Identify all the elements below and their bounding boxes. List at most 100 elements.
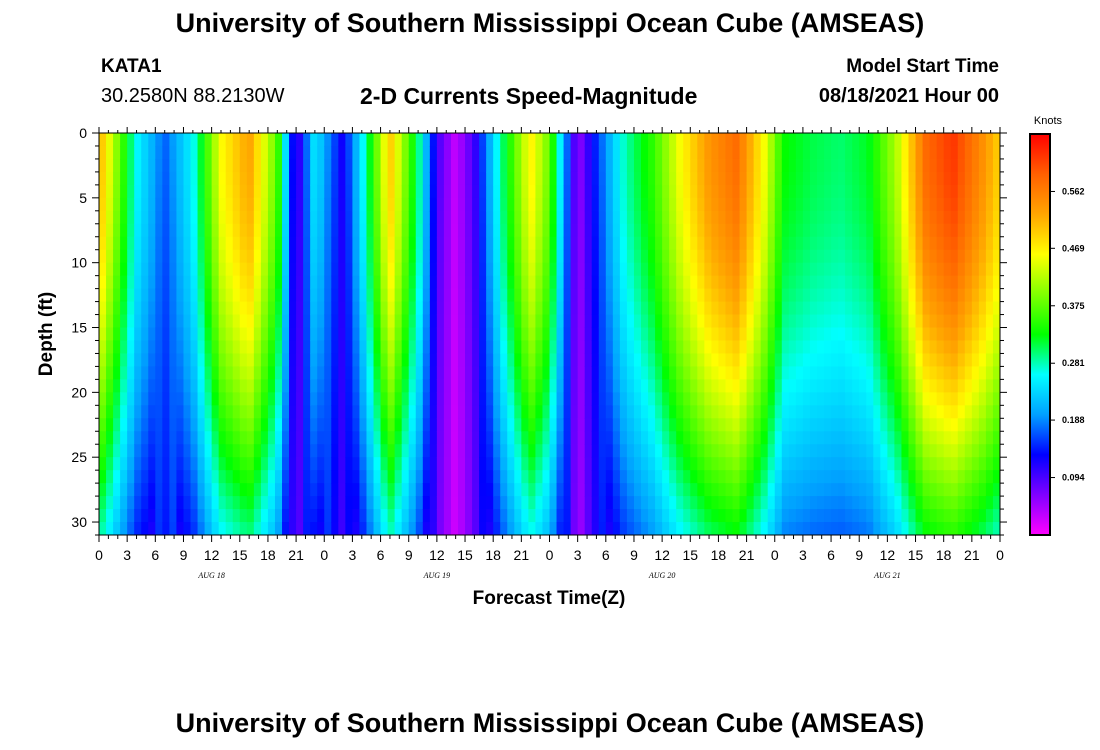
heatmap-cell xyxy=(303,496,311,510)
heatmap-cell xyxy=(964,197,973,212)
heatmap-cell xyxy=(711,145,720,160)
heatmap-cell xyxy=(289,262,297,277)
heatmap-cell xyxy=(317,288,325,303)
heatmap-cell xyxy=(732,366,741,380)
heatmap-cell xyxy=(274,470,283,484)
heatmap-cell xyxy=(950,431,959,445)
heatmap-cell xyxy=(345,314,354,329)
heatmap-cell xyxy=(549,457,558,471)
heatmap-cell xyxy=(549,353,558,368)
heatmap-cell xyxy=(662,327,670,342)
heatmap-cell xyxy=(732,288,741,303)
heatmap-cell xyxy=(641,262,649,277)
heatmap-cell xyxy=(317,405,325,419)
heatmap-cell xyxy=(535,444,544,458)
heatmap-cell xyxy=(317,340,325,355)
heatmap-cell xyxy=(908,496,917,510)
heatmap-cell xyxy=(753,210,762,225)
heatmap-cell xyxy=(781,197,790,212)
heatmap-cell xyxy=(978,418,987,432)
heatmap-cell xyxy=(626,145,635,160)
heatmap-cell xyxy=(894,184,903,199)
heatmap-cell xyxy=(148,223,156,238)
heatmap-cell xyxy=(929,444,938,458)
heatmap-cell xyxy=(443,145,452,160)
heatmap-cell xyxy=(964,236,973,251)
heatmap-cell xyxy=(662,379,670,393)
heatmap-cell xyxy=(324,158,332,173)
heatmap-cell xyxy=(366,522,375,535)
heatmap-cell xyxy=(683,133,691,147)
heatmap-cell xyxy=(465,145,473,160)
heatmap-cell xyxy=(479,133,487,147)
heatmap-cell xyxy=(845,496,853,510)
heatmap-cell xyxy=(211,197,220,212)
heatmap-cell xyxy=(359,457,368,471)
heatmap-cell xyxy=(338,314,346,329)
heatmap-cell xyxy=(465,496,473,510)
heatmap-cell xyxy=(134,431,142,445)
heatmap-cell xyxy=(317,314,325,329)
heatmap-cell xyxy=(626,340,635,355)
heatmap-cell xyxy=(232,444,241,458)
heatmap-cell xyxy=(683,418,691,432)
heatmap-cell xyxy=(317,197,325,212)
heatmap-cell xyxy=(443,314,452,329)
heatmap-cell xyxy=(570,275,579,290)
heatmap-cell xyxy=(957,418,966,432)
heatmap-cell xyxy=(732,158,741,173)
heatmap-cell xyxy=(866,353,874,368)
heatmap-cell xyxy=(683,236,691,251)
heatmap-cell xyxy=(633,158,642,173)
heatmap-cell xyxy=(901,236,910,251)
heatmap-cell xyxy=(633,431,642,445)
heatmap-cell xyxy=(880,133,888,147)
heatmap-cell xyxy=(197,171,206,186)
heatmap-cell xyxy=(507,509,515,523)
heatmap-cell xyxy=(359,275,368,290)
heatmap-cell xyxy=(619,171,628,186)
heatmap-cell xyxy=(873,262,881,277)
heatmap-cell xyxy=(831,496,839,510)
heatmap-cell xyxy=(120,379,128,393)
heatmap-cell xyxy=(155,418,163,432)
heatmap-cell xyxy=(387,483,396,497)
heatmap-cell xyxy=(127,223,135,238)
heatmap-cell xyxy=(296,353,304,368)
heatmap-cell xyxy=(704,405,712,419)
heatmap-cell xyxy=(225,470,234,484)
heatmap-cell xyxy=(901,262,910,277)
heatmap-cell xyxy=(521,366,529,380)
heatmap-cell xyxy=(880,288,888,303)
heatmap-cell xyxy=(866,444,874,458)
heatmap-cell xyxy=(880,405,888,419)
heatmap-cell xyxy=(134,418,142,432)
heatmap-cell xyxy=(148,366,156,380)
heatmap-cell xyxy=(824,158,832,173)
heatmap-cell xyxy=(148,522,156,535)
heatmap-cell xyxy=(415,366,424,380)
heatmap-cell xyxy=(134,275,142,290)
heatmap-cell xyxy=(549,158,558,173)
heatmap-cell xyxy=(260,405,269,419)
heatmap-cell xyxy=(542,431,551,445)
heatmap-cell xyxy=(683,522,691,535)
heatmap-cell xyxy=(781,457,790,471)
heatmap-cell xyxy=(626,314,635,329)
heatmap-cell xyxy=(415,405,424,419)
heatmap-cell xyxy=(99,457,107,471)
heatmap-cell xyxy=(197,418,206,432)
heatmap-cell xyxy=(472,522,480,535)
heatmap-cell xyxy=(690,223,698,238)
heatmap-cell xyxy=(746,431,755,445)
heatmap-cell xyxy=(528,392,537,406)
heatmap-cell xyxy=(788,197,797,212)
heatmap-cell xyxy=(317,392,325,406)
heatmap-cell xyxy=(908,288,917,303)
heatmap-cell xyxy=(816,223,825,238)
heatmap-cell xyxy=(598,405,607,419)
heatmap-cell xyxy=(338,210,346,225)
heatmap-cell xyxy=(401,197,410,212)
heatmap-cell xyxy=(859,301,867,316)
heatmap-cell xyxy=(148,249,156,264)
